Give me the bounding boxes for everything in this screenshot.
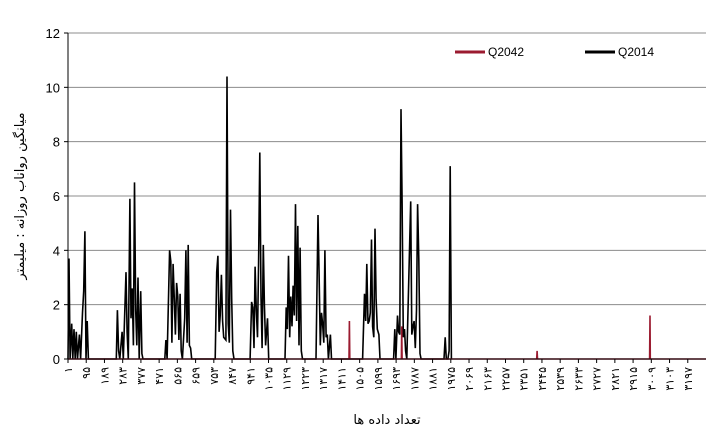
- x-tick-label: ۲۳۵۱: [518, 367, 531, 391]
- y-axis-label: میانگین رواناب روزانه : میلیمتر: [12, 112, 28, 280]
- x-tick-label: ۲۴۴۵: [536, 367, 549, 391]
- x-tick-label: ۳۱۹۷: [682, 367, 695, 391]
- x-tick-label: ۲۵۳۹: [554, 367, 567, 391]
- x-tick-label: ۳۷۷: [135, 367, 148, 385]
- x-tick-label: ۱۲۲۳: [299, 367, 312, 391]
- x-tick-label: ۲۶۳۳: [572, 367, 585, 391]
- y-tick-label: 0: [53, 352, 60, 367]
- x-tick-label: ۸۴۷: [226, 367, 239, 385]
- y-tick-label: 6: [53, 189, 60, 204]
- x-tick-label: ۹۵: [80, 367, 93, 379]
- x-tick-label: ۱۷۸۷: [408, 367, 421, 391]
- x-axis-ticks: ۱ ۹۵ ۱۸۹ ۲۸۳ ۳۷۷ ۴۷۱ ۵۶۵ ۶۵۹ ۷۵۳ ۸۴۷ ۹۴۱ ۱۰۳۵ ۱۱۲۹ ۱۲…: [62, 359, 695, 391]
- y-tick-label: 12: [46, 26, 60, 41]
- legend-label-q2042: Q2042: [488, 45, 524, 59]
- y-tick-label: 2: [53, 298, 60, 313]
- legend-label-q2014: Q2014: [618, 45, 654, 59]
- x-tick-label: ۱۸۸۱: [427, 367, 440, 391]
- x-tick-label: ۱: [62, 367, 75, 373]
- x-tick-label: ۱۳۱۷: [317, 367, 330, 391]
- x-tick-label: ۳۱۰۳: [664, 367, 677, 391]
- x-tick-label: ۱۰۳۵: [263, 367, 276, 391]
- x-tick-label: ۳۰۰۹: [645, 367, 658, 391]
- x-tick-label: ۲۱۶۳: [481, 367, 494, 391]
- x-tick-label: ۲۰۶۹: [463, 367, 476, 391]
- series-line-q2014: [67, 76, 453, 360]
- x-tick-label: ۱۸۹: [98, 367, 111, 385]
- x-tick-label: ۴۷۱: [153, 367, 166, 385]
- x-axis-label: تعداد داده ها: [353, 413, 421, 428]
- plot-frame: [67, 32, 706, 360]
- x-tick-label: ۱۹۷۵: [445, 367, 458, 391]
- x-tick-label: ۱۵۹۹: [372, 367, 385, 391]
- y-axis-ticks: 0 2 4 6 8 10 12: [46, 26, 68, 367]
- y-tick-label: 8: [53, 135, 60, 150]
- x-tick-label: ۵۶۵: [171, 367, 184, 385]
- x-tick-label: ۱۱۲۹: [281, 367, 294, 391]
- y-tick-label: 4: [53, 243, 60, 258]
- x-tick-label: ۲۸۲۱: [609, 367, 622, 391]
- x-tick-label: ۷۵۳: [208, 367, 221, 385]
- x-tick-label: ۲۹۱۵: [627, 367, 640, 391]
- x-tick-label: ۲۸۳: [117, 367, 130, 385]
- x-tick-label: ۲۲۵۷: [499, 367, 512, 391]
- x-tick-label: ۱۵۰۵: [354, 367, 367, 391]
- legend: Q2042 Q2014: [455, 45, 654, 59]
- x-tick-label: ۶۵۹: [190, 367, 203, 385]
- x-tick-label: ۱۴۱۱: [335, 367, 348, 391]
- x-tick-label: ۲۷۲۷: [591, 367, 604, 391]
- y-tick-label: 10: [46, 80, 60, 95]
- x-tick-label: ۱۶۹۳: [390, 367, 403, 391]
- x-tick-label: ۹۴۱: [244, 367, 257, 385]
